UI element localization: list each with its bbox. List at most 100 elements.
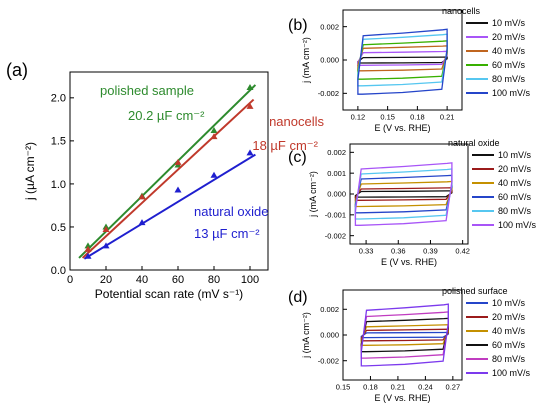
capacitance-label: 18 µF cm⁻² [252, 138, 318, 153]
panel-a-series [78, 83, 257, 260]
x-tick-label: 0.15 [380, 113, 395, 122]
cv-loop [357, 50, 448, 66]
data-point [246, 149, 254, 156]
x-tick-label: 0.42 [455, 247, 470, 256]
x-tick-label: 0.15 [336, 383, 351, 392]
y-tick-label: 0.5 [51, 222, 66, 234]
y-tick-label: 0.0 [51, 265, 66, 277]
legend: nanocells 10 mV/s 20 mV/s 40 mV/s 60 mV/s 80 … [442, 6, 531, 98]
legend-entry: 40 mV/s [492, 46, 526, 56]
data-point [174, 158, 182, 165]
x-axis-label: E (V vs. RHE) [374, 123, 430, 133]
panel-2-axes: 0.33 0.36 0.39 0.42 -0.002 -0.001 0.000 0.001 0.… [288, 143, 470, 267]
legend-entry: 40 mV/s [498, 178, 532, 188]
series-2 [83, 149, 256, 260]
cv-loop [360, 328, 449, 342]
panel-0-axes: 0 20 40 60 80 100 0.0 0.5 1.0 1.5 2.0 Potential sca… [6, 60, 269, 301]
cv-loop [360, 331, 449, 339]
data-point [84, 245, 92, 252]
y-tick-label: -0.001 [325, 210, 346, 219]
fit-line [81, 98, 255, 259]
legend-entry: 80 mV/s [498, 206, 532, 216]
legend-entry: 10 mV/s [498, 150, 532, 160]
legend: natural oxide 10 mV/s 20 mV/s 40 mV/s 60 mV/… [448, 138, 537, 230]
data-point [246, 83, 254, 90]
cv-loop [360, 303, 449, 367]
x-tick-label: 0.21 [440, 113, 455, 122]
panel-label: (a) [6, 60, 28, 80]
x-axis-label: E (V vs. RHE) [381, 257, 437, 267]
y-tick-label: 0.000 [320, 56, 339, 65]
x-tick-label: 0.27 [446, 383, 461, 392]
series-name-label: natural oxide [194, 204, 268, 219]
x-tick-label: 80 [208, 274, 220, 286]
y-tick-label: 1.5 [51, 136, 66, 148]
x-tick-label: 0.21 [391, 383, 406, 392]
cv-loop [357, 56, 448, 64]
series-name-label: polished sample [100, 83, 194, 98]
legend-title: nanocells [442, 6, 481, 16]
data-point [210, 127, 218, 134]
legend-entry: 80 mV/s [492, 354, 526, 364]
capacitance-label: 20.2 µF cm⁻² [128, 108, 205, 123]
data-point [84, 242, 92, 249]
y-tick-label: -0.002 [325, 231, 346, 240]
legend-entry: 40 mV/s [492, 326, 526, 336]
x-axis-label: Potential scan rate (mV s⁻¹) [95, 287, 243, 301]
y-tick-label: -0.002 [318, 89, 339, 98]
panel-label: (b) [288, 17, 308, 34]
y-tick-label: 0.002 [327, 148, 346, 157]
x-tick-label: 0.18 [363, 383, 378, 392]
legend-entry: 20 mV/s [492, 32, 526, 42]
panel-3-series [360, 303, 449, 367]
y-axis-label: j (µA cm⁻²) [23, 142, 37, 201]
panel-2-series [354, 162, 453, 226]
cv-loop [354, 162, 453, 226]
data-point [138, 193, 146, 200]
x-tick-label: 0.18 [410, 113, 425, 122]
legend-entry: 100 mV/s [492, 88, 531, 98]
cv-loop [354, 187, 453, 201]
panel-3-axes: 0.15 0.18 0.21 0.24 0.27 -0.002 0.000 0.002 E (V… [288, 289, 463, 403]
fit-line [83, 153, 256, 260]
y-tick-label: 0.002 [320, 22, 339, 31]
x-tick-label: 0.24 [418, 383, 433, 392]
data-point [84, 252, 92, 259]
legend-entry: 80 mV/s [492, 74, 526, 84]
legend-title: polished surface [442, 286, 508, 296]
x-tick-label: 40 [136, 274, 148, 286]
legend-entry: 60 mV/s [498, 192, 532, 202]
y-tick-label: 2.0 [51, 93, 66, 105]
x-tick-label: 0.12 [351, 113, 366, 122]
capacitance-label: 13 µF cm⁻² [194, 226, 260, 241]
cv-loop [357, 45, 448, 72]
cv-loop [354, 174, 453, 214]
legend-entry: 60 mV/s [492, 340, 526, 350]
series-name-label: nanocells [269, 114, 324, 129]
legend: polished surface 10 mV/s 20 mV/s 40 mV/s 60 … [442, 286, 531, 378]
data-point [102, 226, 110, 233]
x-tick-label: 60 [172, 274, 184, 286]
legend-entry: 10 mV/s [492, 18, 526, 28]
plot-frame [69, 71, 269, 271]
panel-1-series [357, 28, 448, 95]
legend-entry: 10 mV/s [492, 298, 526, 308]
y-axis-label: j (mA cm⁻²) [308, 171, 318, 218]
x-tick-label: 100 [241, 274, 259, 286]
x-tick-label: 0 [67, 274, 73, 286]
data-point [246, 102, 254, 109]
y-tick-label: 0.000 [320, 331, 339, 340]
cv-loop [360, 317, 449, 353]
panel-label: (c) [288, 149, 307, 166]
data-point [174, 186, 182, 193]
x-tick-label: 20 [100, 274, 112, 286]
data-point [138, 219, 146, 226]
legend-entry: 20 mV/s [498, 164, 532, 174]
legend-entry: 100 mV/s [492, 368, 531, 378]
legend-entry: 100 mV/s [498, 220, 537, 230]
panel-1-axes: 0.12 0.15 0.18 0.21 -0.002 0.000 0.002 E (V vs.… [288, 9, 463, 133]
legend-entry: 20 mV/s [492, 312, 526, 322]
x-tick-label: 0.33 [359, 247, 374, 256]
series-1 [81, 98, 255, 259]
cv-loop [354, 190, 453, 198]
